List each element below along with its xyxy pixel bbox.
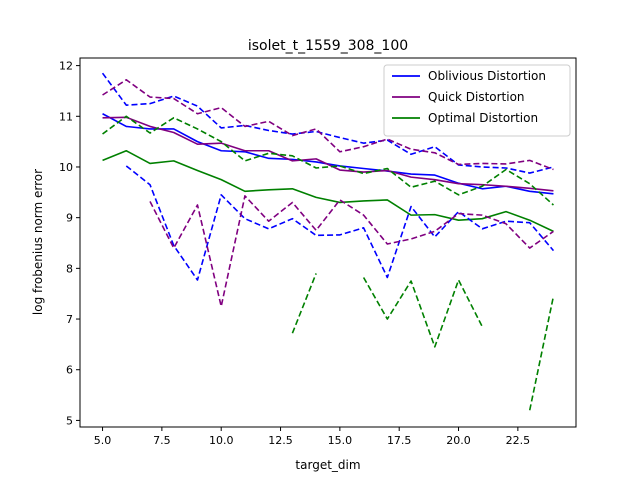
series-line-2 — [102, 149, 554, 233]
y-tick-label: 10 — [59, 161, 73, 174]
x-tick-label: 7.5 — [153, 434, 171, 447]
legend-label: Quick Distortion — [428, 90, 525, 104]
series-line-1 — [102, 116, 554, 192]
axes-layer: 5.0 7.5 10.0 12.5 15.0 17.5 20.0 22.5 5 6 7 8 9 10 11 1… — [59, 57, 577, 447]
series-line-5 — [102, 79, 554, 171]
y-tick-label: 11 — [59, 110, 73, 123]
y-tick-label: 5 — [66, 414, 73, 427]
y-axis-label: log frobenius norm error — [31, 169, 45, 315]
x-tick-label: 20.0 — [446, 434, 471, 447]
x-tick-label: 5.0 — [94, 434, 112, 447]
series-line-4 — [125, 165, 555, 281]
series-line-6 — [149, 195, 554, 308]
series-line-8-segment-0 — [291, 273, 317, 334]
legend-label: Oblivious Distortion — [428, 69, 546, 83]
x-tick-label: 17.5 — [387, 434, 412, 447]
y-tick-label: 9 — [66, 212, 73, 225]
y-tick-label: 6 — [66, 364, 73, 377]
series-line-7 — [102, 115, 554, 206]
series-line-8-segment-2 — [528, 296, 555, 411]
series-layer — [101, 72, 555, 411]
x-tick-label: 15.0 — [328, 434, 353, 447]
legend-box — [383, 64, 571, 137]
series-line-3 — [101, 72, 554, 174]
x-axis-label: target_dim — [295, 458, 360, 472]
legend-label: Optimal Distortion — [428, 111, 538, 125]
x-tick-label: 10.0 — [209, 434, 234, 447]
x-tick-label: 22.5 — [506, 434, 531, 447]
axes-frame — [79, 57, 577, 428]
y-tick-label: 8 — [66, 262, 73, 275]
legend: Oblivious Distortion Quick Distortion Opti… — [383, 64, 571, 137]
y-tick-label: 7 — [66, 313, 73, 326]
series-line-8-segment-1 — [362, 277, 483, 348]
x-tick-label: 12.5 — [268, 434, 293, 447]
y-tick-label: 12 — [59, 60, 73, 73]
chart-title: isolet_t_1559_308_100 — [248, 38, 408, 54]
